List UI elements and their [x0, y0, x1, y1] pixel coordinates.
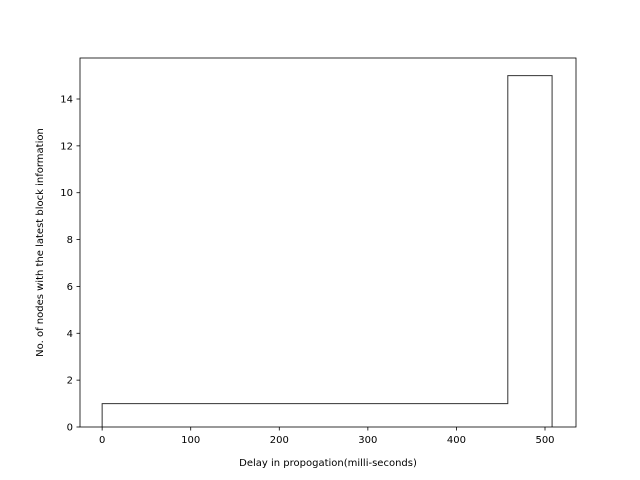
y-axis: 0 2 4 6 8 10 12 14	[60, 95, 80, 434]
axes-frame	[79, 57, 577, 428]
y-tick-label: 8	[67, 235, 73, 246]
plot-area	[101, 75, 553, 427]
x-axis: 0 100 200 300 400 500	[99, 427, 555, 446]
x-tick-label: 100	[181, 435, 200, 446]
x-tick-label: 500	[535, 435, 554, 446]
y-tick-label: 14	[60, 95, 73, 106]
y-tick-label: 12	[60, 141, 73, 152]
x-tick-label: 0	[99, 435, 105, 446]
series-step-line-0	[101, 75, 553, 427]
x-tick-label: 300	[358, 435, 377, 446]
x-tick-label: 200	[270, 435, 289, 446]
x-axis-label: Delay in propogation(milli-seconds)	[239, 458, 417, 469]
y-tick-label: 6	[67, 282, 73, 293]
x-tick-label: 400	[447, 435, 466, 446]
y-axis-label: No. of nodes with the latest block infor…	[35, 128, 46, 357]
y-tick-label: 4	[67, 329, 73, 340]
y-tick-label: 0	[67, 423, 73, 434]
y-tick-label: 2	[67, 376, 73, 387]
y-tick-label: 10	[60, 188, 73, 199]
